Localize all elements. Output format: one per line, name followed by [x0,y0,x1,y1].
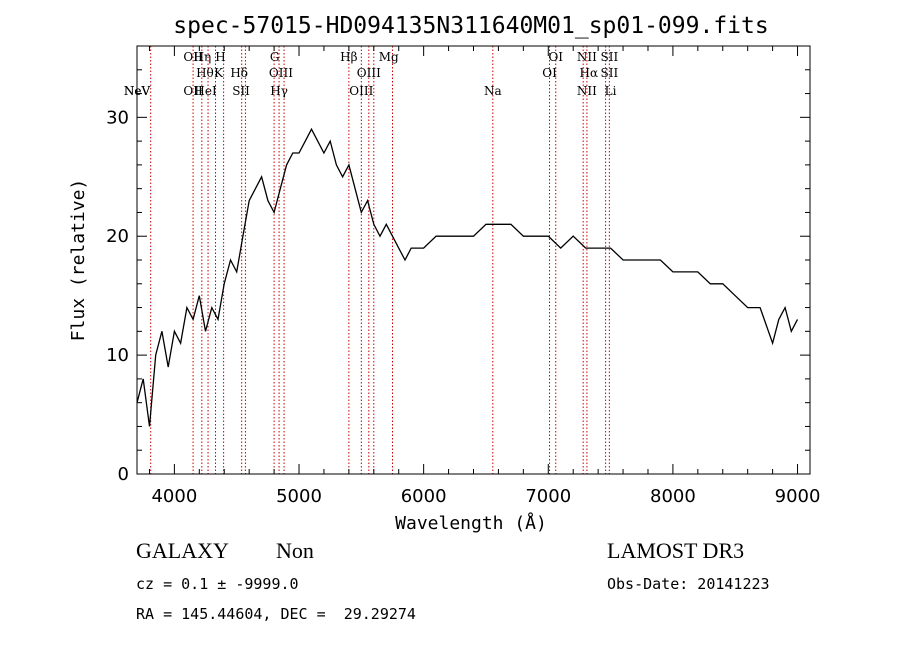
y-tick-label-3: 30 [106,107,129,128]
y-tick-label-2: 20 [106,226,129,247]
spectrum-line [136,127,799,427]
emission-line-label-12: OIII [269,66,293,80]
emission-line-label-17: OIII [349,84,373,98]
x-axis-ticks: 4000 5000 6000 7000 8000 9000 [148,46,821,507]
emission-line-label-18: Na [484,84,502,98]
emission-line-label-25: NII [577,84,597,98]
emission-line-label-10: SII [232,84,250,98]
redshift-cz: cz = 0.1 ± -9999.0 [136,575,299,593]
emission-line-label-2: OII [183,50,203,64]
emission-line-label-23: Hα [579,66,598,80]
emission-line-label-22: SII [600,50,618,64]
chart-title: spec-57015-HD094135N311640M01_sp01-099.f… [173,13,768,39]
emission-line-label-11: G [270,50,280,64]
emission-line-label-5: Hθ [196,66,214,80]
plot-frame [136,45,811,475]
emission-line-label-13: Hγ [270,84,288,98]
emission-line-label-21: NII [577,50,597,64]
y-axis-ticks: 0 10 20 30 [106,69,810,485]
emission-line-label-9: HeI [194,84,217,98]
emission-line-label-19: OI [548,50,563,64]
emission-line-label-6: K [214,66,224,80]
emission-line-label-20: OI [542,66,557,80]
x-axis-label: Wavelength (Å) [395,512,547,534]
y-tick-label-1: 10 [106,345,129,366]
obs-date: Obs-Date: 20141223 [607,575,770,593]
x-tick-label-4: 8000 [650,486,696,507]
x-tick-label-2: 6000 [401,486,447,507]
y-tick-label-0: 0 [118,464,129,485]
object-subclass: Non [276,538,314,563]
object-class: GALAXY [136,538,229,563]
emission-line-label-8: OII [183,84,203,98]
emission-line-label-14: Hβ [340,50,357,64]
emission-line-label-3: Hη [194,50,212,64]
x-tick-label-0: 4000 [151,486,197,507]
emission-line-label-7: Hδ [230,66,248,80]
y-axis-label: Flux (relative) [68,179,89,342]
coordinates: RA = 145.44604, DEC = 29.29274 [136,605,416,623]
emission-line-label-15: Mg [379,50,399,64]
emission-line-label-24: SII [600,66,618,80]
emission-line-markers [150,46,610,474]
emission-line-label-4: H [215,50,225,64]
survey-name: LAMOST DR3 [607,538,745,563]
emission-line-label-16: OIII [357,66,381,80]
emission-line-label-26: Li [605,84,617,98]
x-tick-label-3: 7000 [525,486,571,507]
x-tick-label-5: 9000 [775,486,821,507]
x-tick-label-1: 5000 [276,486,322,507]
